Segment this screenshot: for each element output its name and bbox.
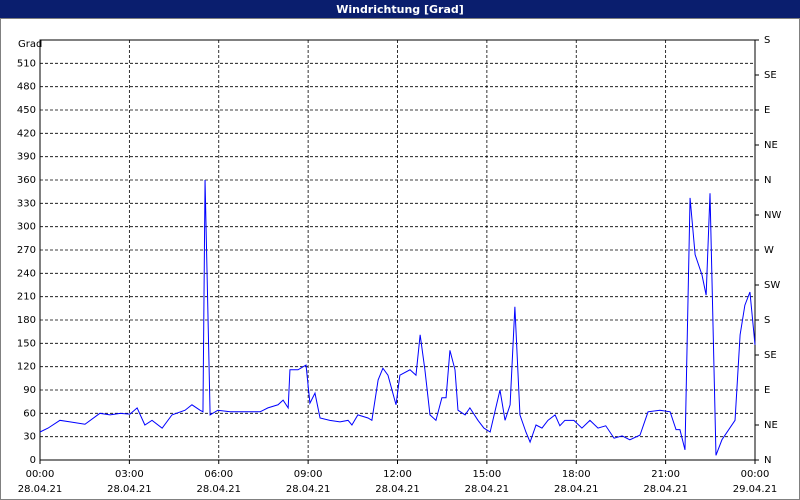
x-tick-date: 28.04.21	[286, 484, 331, 495]
y-tick-label: 420	[17, 128, 36, 139]
x-tick-label: 00:00	[741, 469, 770, 480]
y-tick-label: 270	[17, 245, 36, 256]
y2-tick-label: E	[764, 385, 770, 396]
x-tick-label: 03:00	[115, 469, 144, 480]
y-tick-label: 90	[23, 385, 36, 396]
y-tick-label: 30	[23, 432, 36, 443]
y-tick-label: 150	[17, 338, 36, 349]
y2-tick-label: NE	[764, 420, 778, 431]
x-tick-date: 28.04.21	[375, 484, 420, 495]
y-tick-label: 330	[17, 198, 36, 209]
x-tick-label: 21:00	[651, 469, 680, 480]
x-tick-label: 06:00	[204, 469, 233, 480]
x-tick-date: 28.04.21	[196, 484, 241, 495]
y2-tick-label: NE	[764, 140, 778, 151]
y2-tick-label: N	[764, 175, 771, 186]
y-tick-label: 0	[30, 455, 36, 466]
y2-tick-label: W	[764, 245, 774, 256]
x-tick-date: 28.04.21	[18, 484, 63, 495]
x-tick-label: 15:00	[472, 469, 501, 480]
y-tick-label: 390	[17, 152, 36, 163]
x-tick-label: 18:00	[562, 469, 591, 480]
y-tick-label: 210	[17, 292, 36, 303]
y-tick-label: 480	[17, 82, 36, 93]
y-tick-label: 360	[17, 175, 36, 186]
y-tick-label: 180	[17, 315, 36, 326]
x-tick-date: 28.04.21	[465, 484, 510, 495]
y2-tick-label: SE	[764, 350, 777, 361]
y2-tick-label: NW	[764, 210, 781, 221]
y2-tick-label: S	[764, 35, 770, 46]
chart-title: Windrichtung [Grad]	[336, 3, 464, 16]
y-tick-label: 510	[17, 58, 36, 69]
y-tick-label: 450	[17, 105, 36, 116]
title-bar	[0, 0, 800, 18]
y-tick-label: 120	[17, 362, 36, 373]
x-tick-date: 29.04.21	[733, 484, 778, 495]
x-tick-label: 12:00	[383, 469, 412, 480]
y2-tick-label: SW	[764, 280, 780, 291]
plot-border	[39, 39, 756, 461]
y-tick-label: 60	[23, 408, 36, 419]
y-tick-label: 240	[17, 268, 36, 279]
data-line	[39, 179, 756, 456]
x-tick-date: 28.04.21	[107, 484, 152, 495]
y-tick-label: 300	[17, 222, 36, 233]
x-tick-label: 00:00	[26, 469, 55, 480]
x-tick-date: 28.04.21	[554, 484, 599, 495]
y2-tick-label: E	[764, 105, 770, 116]
x-tick-date: 28.04.21	[643, 484, 688, 495]
y2-tick-label: SE	[764, 70, 777, 81]
y-axis-label: Grad	[18, 39, 42, 50]
y2-tick-label: S	[764, 315, 770, 326]
y2-tick-label: N	[764, 455, 771, 466]
x-tick-label: 09:00	[294, 469, 323, 480]
